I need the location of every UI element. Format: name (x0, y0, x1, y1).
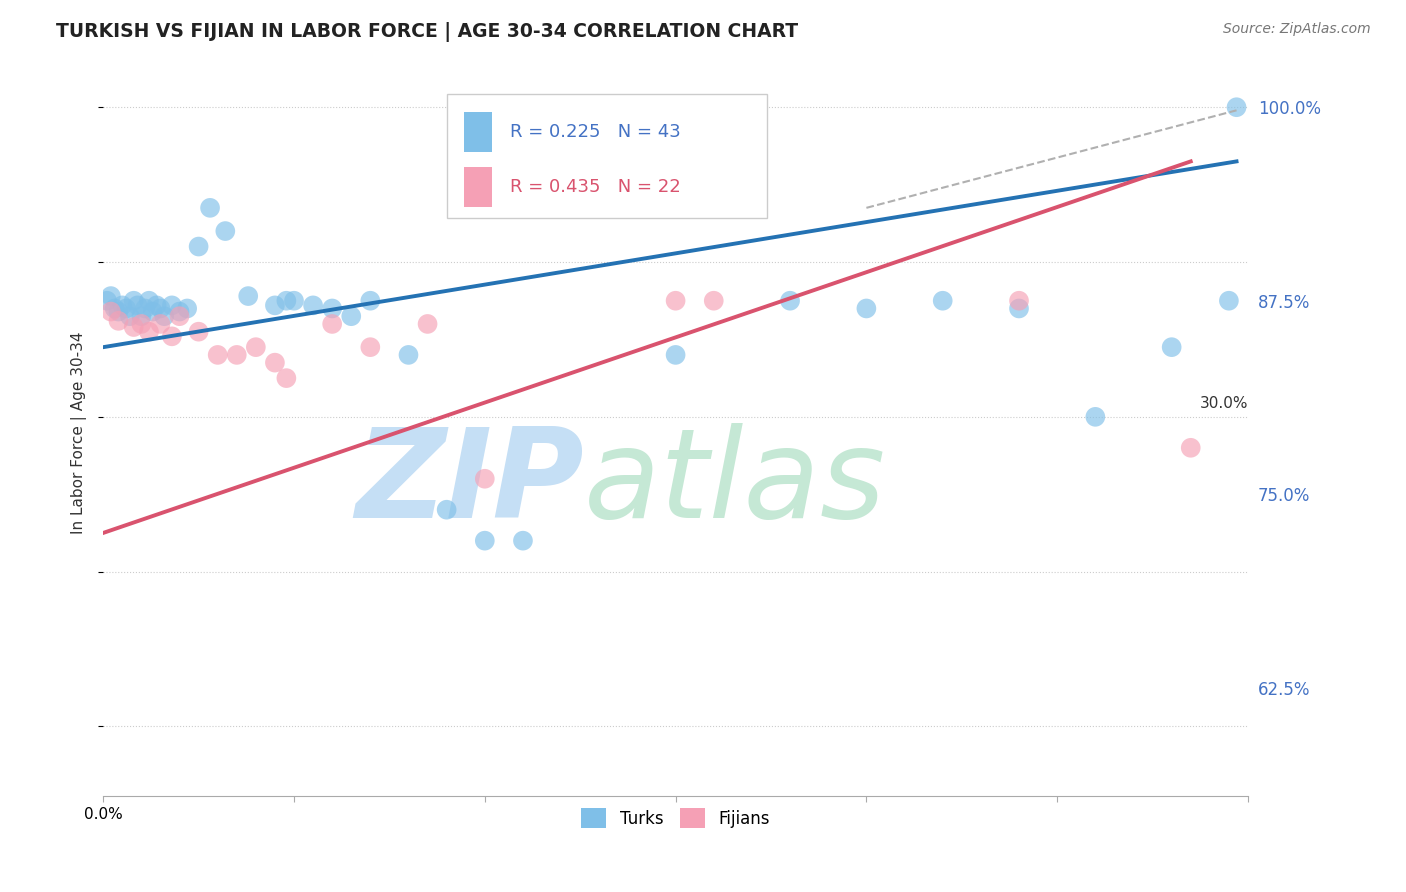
Point (131, 309, 153, 323)
Point (131, 317, 153, 331)
Point (207, 348, 229, 362)
Text: TURKISH VS FIJIAN IN LABOR FORCE | AGE 30-34 CORRELATION CHART: TURKISH VS FIJIAN IN LABOR FORCE | AGE 3… (56, 22, 799, 42)
Point (149, 301, 172, 316)
Point (359, 293, 381, 308)
Point (1008, 301, 1031, 316)
Point (703, 293, 725, 308)
Point (225, 348, 247, 362)
Point (264, 356, 287, 370)
Point (779, 293, 801, 308)
Text: R = 0.225   N = 43: R = 0.225 N = 43 (509, 123, 681, 141)
Point (398, 348, 420, 362)
Point (1160, 340, 1182, 354)
Text: Source: ZipAtlas.com: Source: ZipAtlas.com (1223, 22, 1371, 37)
Point (176, 301, 198, 316)
Point (665, 348, 688, 362)
Point (100, 304, 122, 318)
Point (264, 298, 287, 312)
Point (340, 309, 363, 323)
Point (160, 298, 183, 312)
Point (474, 533, 496, 548)
FancyBboxPatch shape (464, 167, 492, 207)
Point (107, 304, 129, 318)
Point (145, 298, 167, 312)
Point (169, 304, 191, 318)
Point (127, 298, 149, 312)
Point (359, 340, 381, 354)
Point (855, 301, 877, 316)
Point (416, 317, 439, 331)
Point (931, 293, 953, 308)
Point (107, 314, 129, 328)
Point (1008, 293, 1031, 308)
Point (321, 317, 343, 331)
Point (245, 340, 267, 354)
Point (474, 472, 496, 486)
Point (100, 289, 122, 303)
Point (111, 298, 134, 312)
Text: atlas: atlas (583, 423, 886, 544)
Point (169, 309, 191, 323)
FancyBboxPatch shape (447, 94, 768, 218)
Point (115, 301, 138, 316)
Point (276, 293, 298, 308)
Point (436, 502, 458, 516)
Point (187, 325, 209, 339)
Point (276, 371, 298, 385)
Point (138, 293, 160, 308)
Point (665, 293, 688, 308)
Text: 30.0%: 30.0% (1199, 396, 1249, 411)
Text: R = 0.435   N = 22: R = 0.435 N = 22 (509, 178, 681, 195)
Point (214, 224, 236, 238)
Point (1225, 100, 1247, 114)
Point (302, 298, 325, 312)
Point (122, 320, 145, 334)
Point (283, 293, 305, 308)
Point (142, 304, 165, 318)
Point (96, 293, 118, 308)
Point (134, 301, 156, 316)
Point (1180, 441, 1202, 455)
Point (198, 201, 221, 215)
Point (1084, 409, 1107, 424)
Point (138, 325, 160, 339)
FancyBboxPatch shape (464, 112, 492, 153)
Point (122, 293, 145, 308)
Point (321, 301, 343, 316)
Point (1218, 293, 1240, 308)
Point (118, 309, 141, 323)
Point (187, 239, 209, 253)
Point (160, 329, 183, 343)
Text: ZIP: ZIP (356, 423, 583, 544)
Y-axis label: In Labor Force | Age 30-34: In Labor Force | Age 30-34 (72, 331, 87, 533)
Point (149, 317, 172, 331)
Point (153, 309, 176, 323)
Legend: Turks, Fijians: Turks, Fijians (575, 801, 776, 835)
Point (238, 289, 260, 303)
Point (512, 533, 534, 548)
Point (104, 301, 127, 316)
